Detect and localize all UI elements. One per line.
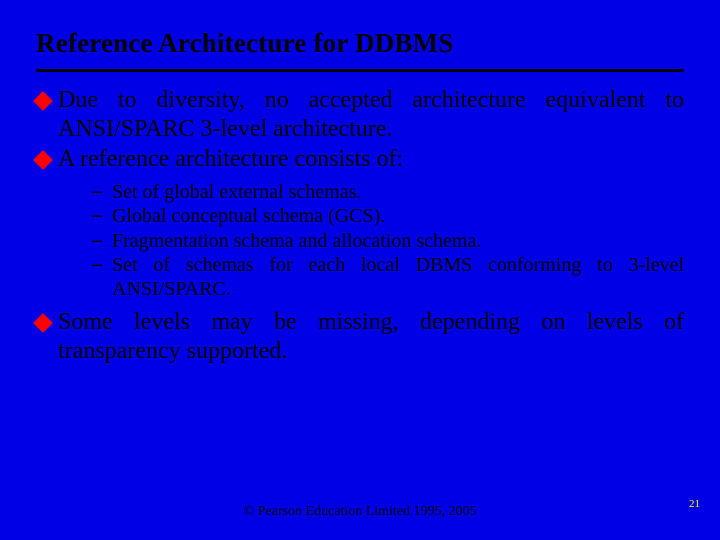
bullet-lvl1: Some levels may be missing, depending on… (36, 308, 684, 367)
slide-title: Reference Architecture for DDBMS (0, 0, 720, 65)
dash-bullet-icon: – (92, 253, 102, 276)
diamond-bullet-icon (33, 150, 53, 170)
bullet-lvl2: – Set of schemas for each local DBMS con… (92, 253, 684, 302)
diamond-bullet-icon (33, 91, 53, 111)
bullet-lvl1: Due to diversity, no accepted architectu… (36, 86, 684, 145)
sub-bullet-block: – Set of global external schemas. – Glob… (36, 174, 684, 308)
bullet-lvl2-text: Set of schemas for each local DBMS confo… (112, 253, 684, 302)
bullet-lvl1-text: Some levels may be missing, depending on… (58, 308, 684, 367)
footer-copyright: © Pearson Education Limited 1995, 2005 (0, 504, 720, 520)
bullet-lvl1-text: A reference architecture consists of: (58, 145, 684, 174)
bullet-lvl1-text: Due to diversity, no accepted architectu… (58, 86, 684, 145)
slide: Reference Architecture for DDBMS Due to … (0, 0, 720, 540)
bullet-lvl2: – Fragmentation schema and allocation sc… (92, 229, 684, 253)
bullet-lvl2-text: Fragmentation schema and allocation sche… (112, 229, 684, 253)
dash-bullet-icon: – (92, 204, 102, 227)
page-number: 21 (689, 498, 700, 510)
bullet-lvl2: – Set of global external schemas. (92, 180, 684, 204)
bullet-lvl2: – Global conceptual schema (GCS). (92, 204, 684, 228)
bullet-lvl2-text: Set of global external schemas. (112, 180, 684, 204)
bullet-lvl1: A reference architecture consists of: (36, 145, 684, 174)
dash-bullet-icon: – (92, 180, 102, 203)
slide-body: Due to diversity, no accepted architectu… (0, 72, 720, 366)
bullet-lvl2-text: Global conceptual schema (GCS). (112, 204, 684, 228)
diamond-bullet-icon (33, 313, 53, 333)
dash-bullet-icon: – (92, 229, 102, 252)
